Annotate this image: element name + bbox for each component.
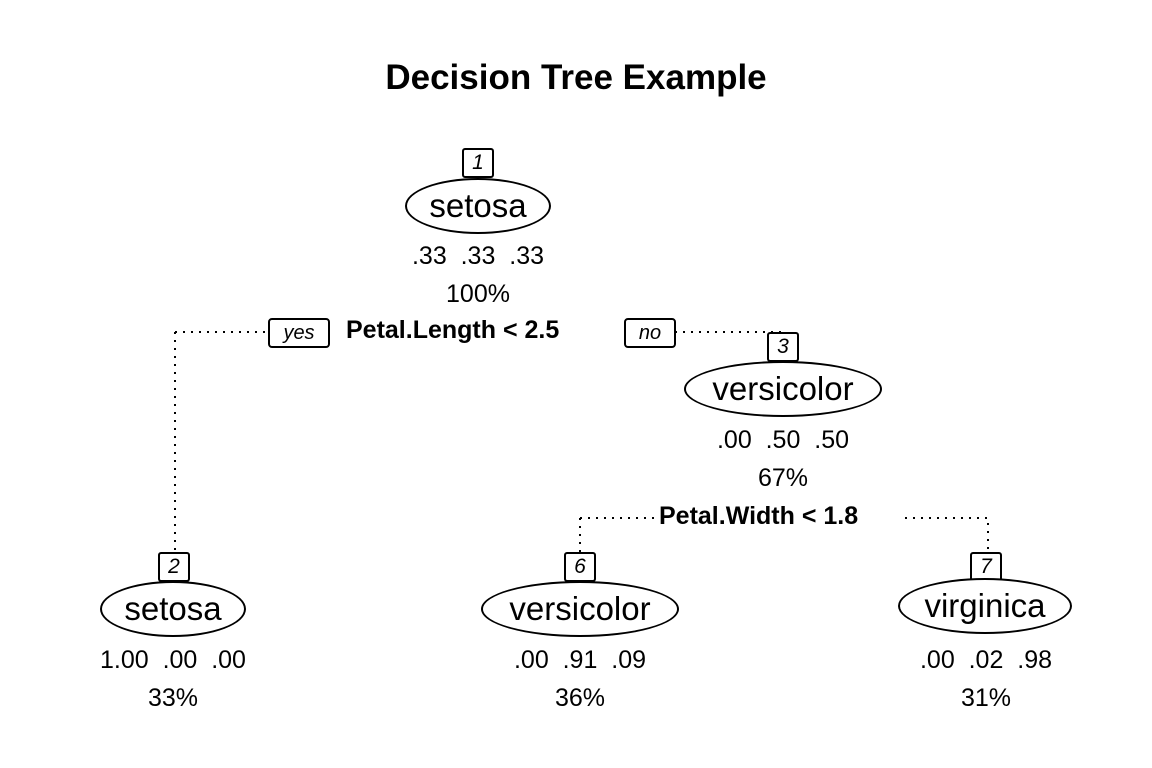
node-id-2: 2: [158, 552, 190, 582]
node-label-2: setosa: [100, 581, 246, 637]
node-pct-2: 33%: [147, 684, 199, 712]
node-label-6: versicolor: [481, 581, 679, 637]
node-id-1: 1: [462, 148, 494, 178]
node-pct-3: 67%: [757, 464, 809, 492]
split-label-node3: Petal.Width < 1.8: [656, 502, 862, 531]
node-pct-7: 31%: [960, 684, 1012, 712]
node-probs-2: 1.00 .00 .00: [100, 646, 246, 674]
node-pct-6: 36%: [554, 684, 606, 712]
node-id-3: 3: [767, 332, 799, 362]
node-label-1: setosa: [405, 178, 551, 234]
node-probs-6: .00 .91 .09: [513, 646, 647, 674]
node-probs-3: .00 .50 .50: [716, 426, 850, 454]
edge-root-left: [174, 331, 270, 555]
node-probs-1: .33 .33 .33: [411, 242, 545, 270]
branch-no-label: no: [624, 318, 676, 348]
node-label-3: versicolor: [684, 361, 882, 417]
node-pct-1: 100%: [446, 280, 510, 308]
chart-title: Decision Tree Example: [385, 58, 767, 97]
edge-node3-left: [579, 517, 660, 552]
node-probs-7: .00 .02 .98: [919, 646, 1053, 674]
branch-yes-label: yes: [268, 318, 330, 348]
node-id-6: 6: [564, 552, 596, 582]
edge-node3-right: [905, 517, 989, 552]
split-label-root: Petal.Length < 2.5: [343, 316, 563, 345]
node-label-7: virginica: [898, 578, 1072, 634]
